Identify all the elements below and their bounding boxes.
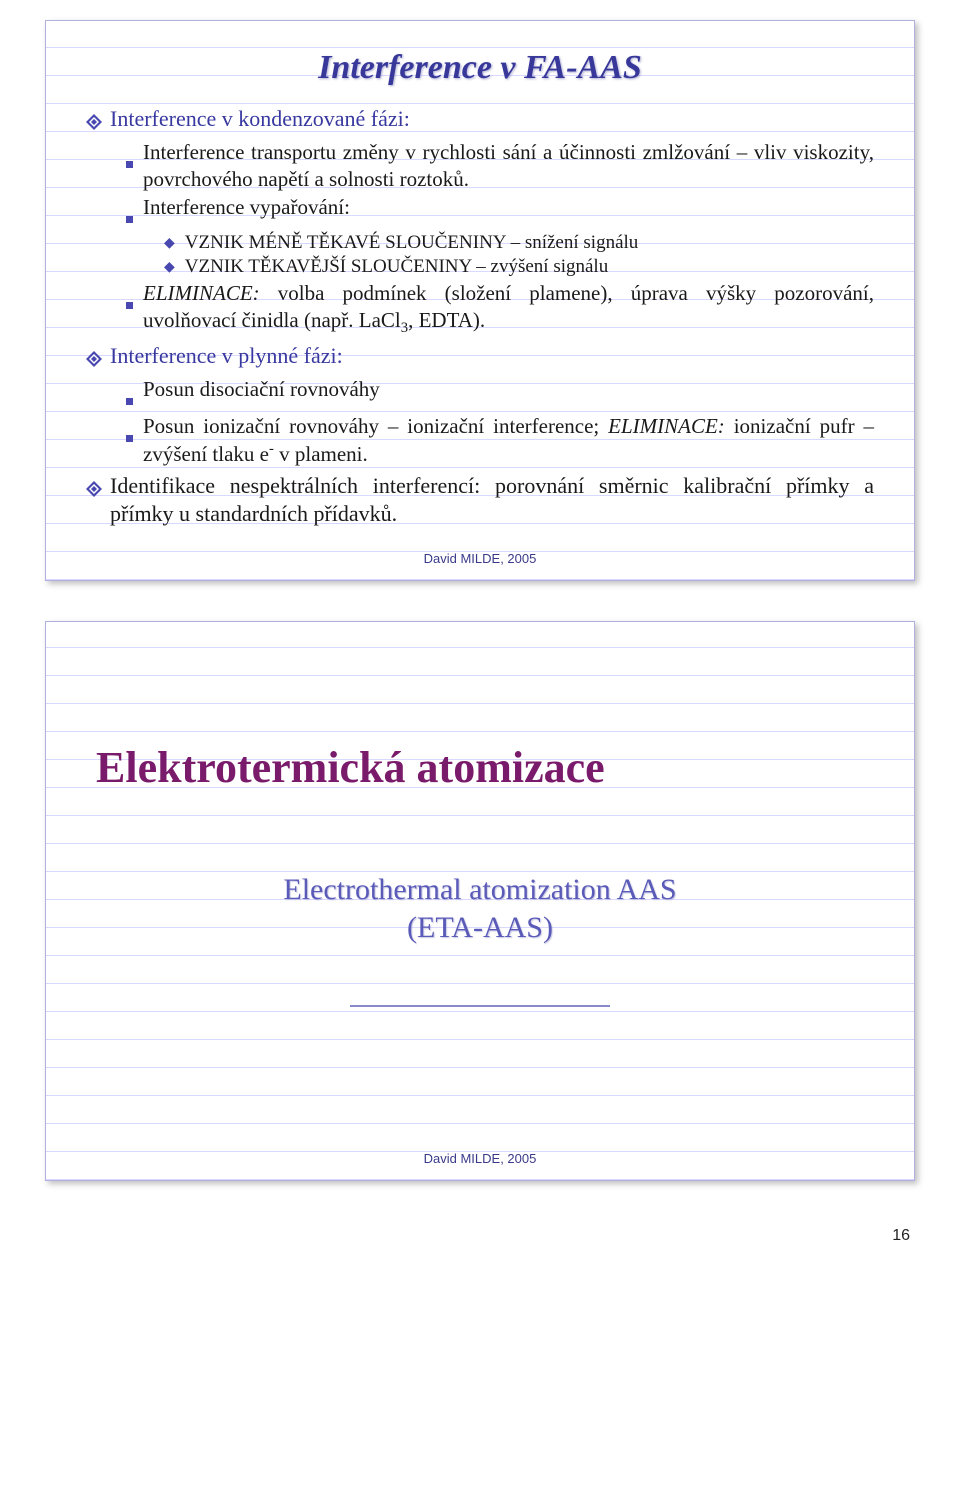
diamond-icon <box>86 476 102 504</box>
section-heading-text: Interference v kondenzované fázi: <box>110 105 874 133</box>
text-run: Posun ionizační rovnováhy – ionizační in… <box>143 414 608 438</box>
sub-bullet-item: ◆ VZNIK TĚKAVĚJŠÍ SLOUČENINY – zvýšení s… <box>164 255 874 279</box>
slide-title: Elektrotermická atomizace <box>96 742 874 793</box>
diamond-icon <box>86 109 102 137</box>
bullet-text: Interference vypařování: <box>143 194 874 221</box>
bullet-text: Posun disociační rovnováhy <box>143 376 874 403</box>
page-number: 16 <box>0 1221 960 1259</box>
bullet-item: Posun disociační rovnováhy <box>126 376 874 412</box>
paragraph-text: Identifikace nespektrálních interferencí… <box>110 472 874 528</box>
sub-bullet-text: VZNIK TĚKAVĚJŠÍ SLOUČENINY – zvýšení sig… <box>185 255 874 279</box>
square-icon <box>126 203 133 230</box>
square-icon <box>126 148 133 175</box>
emphasis: ELIMINACE: <box>143 281 260 305</box>
bullet-item: Interference transportu změny v rychlost… <box>126 139 874 193</box>
bullet-text: Posun ionizační rovnováhy – ionizační in… <box>143 413 874 468</box>
slide-content: Interference v kondenzované fázi: Interf… <box>86 105 874 528</box>
subscript: 3 <box>401 320 408 336</box>
slide-interference: Interference v FA-AAS Interference v kon… <box>45 20 915 581</box>
section-heading: Interference v plynné fázi: <box>86 342 874 374</box>
text-run: , EDTA). <box>408 308 485 332</box>
bullet-item: Interference vypařování: <box>126 194 874 230</box>
bullet-text: Interference transportu změny v rychlost… <box>143 139 874 193</box>
bullet-item: Posun ionizační rovnováhy – ionizační in… <box>126 413 874 468</box>
section-heading-text: Interference v plynné fázi: <box>110 342 874 370</box>
diamond-small-icon: ◆ <box>164 259 175 277</box>
slide-footer: David MILDE, 2005 <box>46 551 914 566</box>
slide-eta: Elektrotermická atomizace Electrothermal… <box>45 621 915 1181</box>
section-paragraph: Identifikace nespektrálních interferencí… <box>86 472 874 528</box>
slide-footer: David MILDE, 2005 <box>46 1151 914 1166</box>
bullet-item: ELIMINACE: volba podmínek (složení plame… <box>126 280 874 338</box>
sub-bullet-item: ◆ VZNIK MÉNĚ TĚKAVÉ SLOUČENINY – snížení… <box>164 231 874 255</box>
bullet-text: ELIMINACE: volba podmínek (složení plame… <box>143 280 874 338</box>
emphasis: ELIMINACE: <box>608 414 725 438</box>
slide-subtitle: Electrothermal atomization AAS <box>86 873 874 907</box>
divider <box>350 1005 610 1007</box>
square-icon <box>126 422 133 449</box>
sub-bullet-text: VZNIK MÉNĚ TĚKAVÉ SLOUČENINY – snížení s… <box>185 231 874 255</box>
square-icon <box>126 385 133 412</box>
diamond-small-icon: ◆ <box>164 235 175 253</box>
diamond-icon <box>86 346 102 374</box>
section-heading: Interference v kondenzované fázi: <box>86 105 874 137</box>
slide-subtitle-2: (ETA-AAS) <box>86 911 874 945</box>
text-run: v plameni. <box>274 442 368 466</box>
square-icon <box>126 289 133 316</box>
slide-title: Interference v FA-AAS <box>86 49 874 87</box>
